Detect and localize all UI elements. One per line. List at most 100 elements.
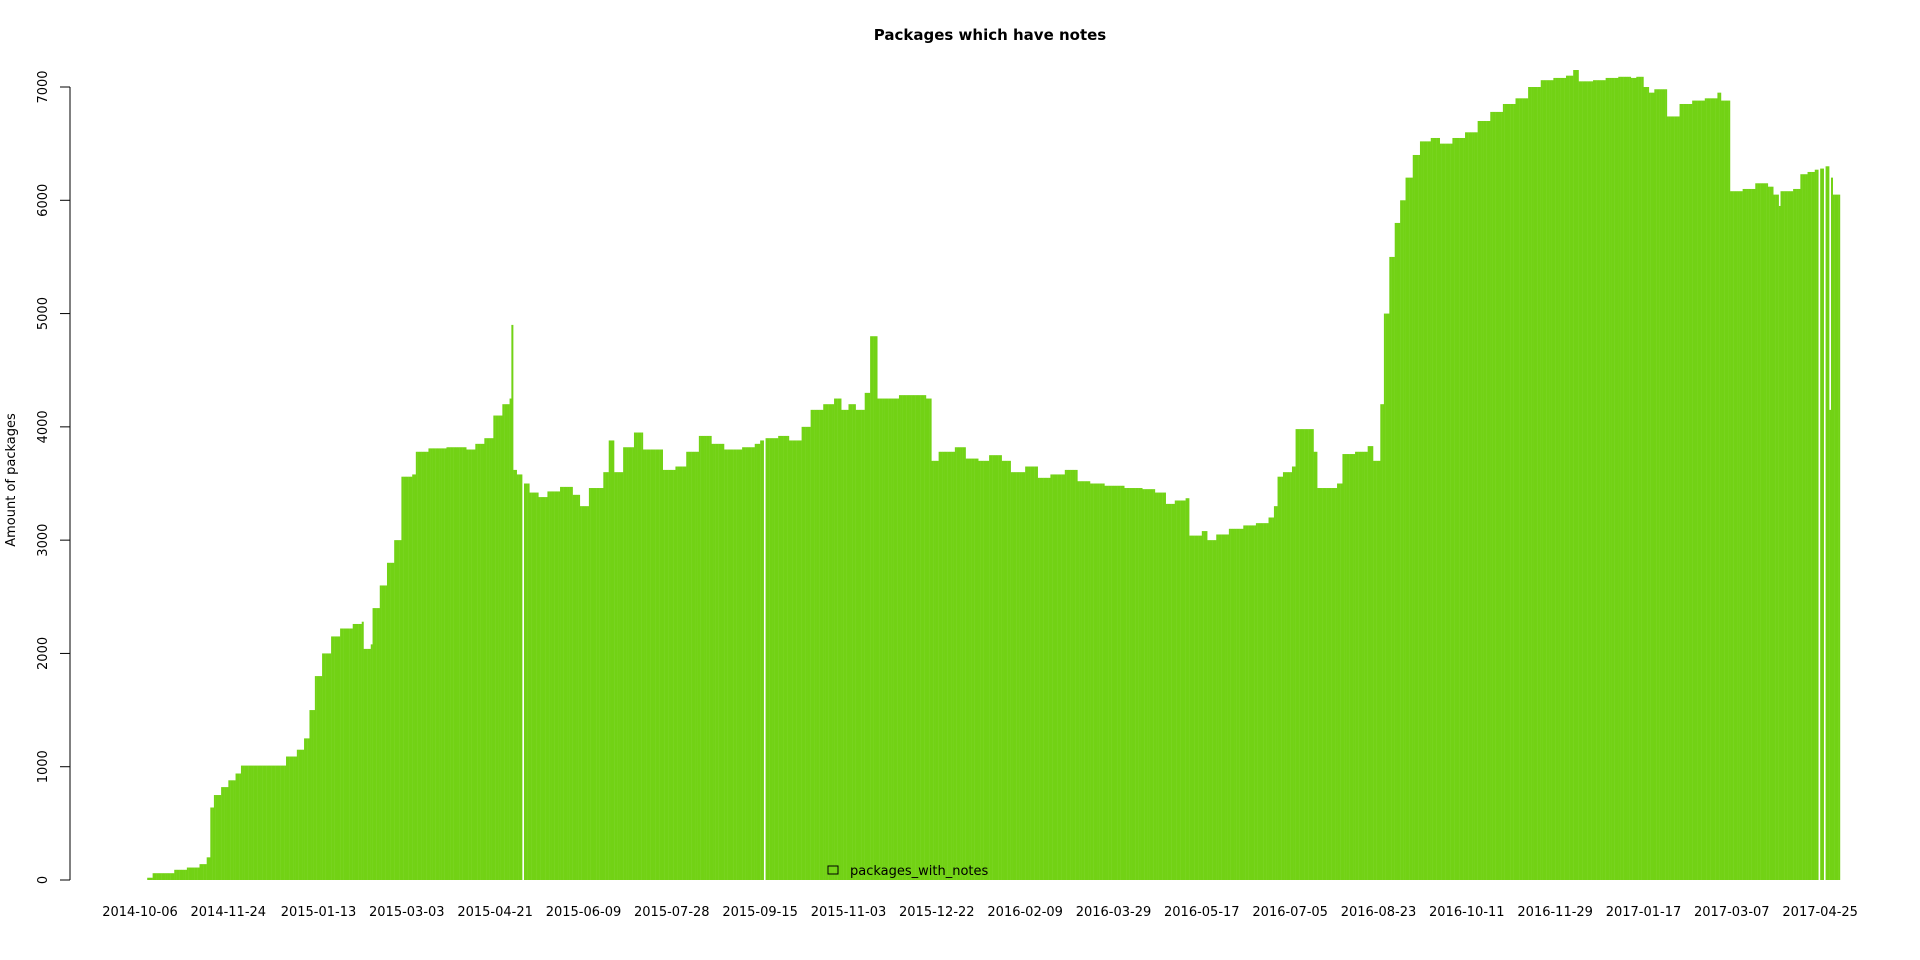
- bar: [626, 447, 629, 880]
- bar: [861, 409, 864, 880]
- bar: [563, 486, 566, 880]
- bar: [1055, 474, 1058, 880]
- bar: [1798, 188, 1801, 880]
- bar: [1443, 143, 1446, 880]
- x-tick-label: 2016-03-29: [1076, 905, 1152, 920]
- bar: [1389, 256, 1392, 880]
- bar: [217, 795, 220, 880]
- bar: [1093, 483, 1096, 880]
- bar: [884, 398, 887, 880]
- bar: [1632, 77, 1635, 880]
- bar: [1814, 169, 1817, 880]
- bar: [1019, 472, 1022, 880]
- bar: [747, 447, 750, 880]
- bar: [1264, 523, 1267, 880]
- bar: [1248, 525, 1251, 880]
- bar: [816, 409, 819, 880]
- bar: [170, 873, 173, 880]
- bar: [922, 395, 925, 880]
- bar: [349, 628, 352, 880]
- bar: [632, 447, 635, 880]
- bar: [579, 506, 582, 880]
- bar: [359, 623, 362, 880]
- bar: [226, 787, 229, 880]
- bar: [1693, 100, 1696, 881]
- bar: [1342, 454, 1345, 880]
- bar: [516, 474, 519, 880]
- bar: [1126, 488, 1129, 880]
- bar: [1675, 116, 1678, 880]
- bar: [1605, 77, 1608, 880]
- bar: [1185, 498, 1188, 880]
- bar: [487, 438, 490, 880]
- bar: [752, 447, 755, 880]
- bar: [327, 653, 330, 880]
- bar: [1528, 87, 1531, 880]
- bar: [1082, 481, 1085, 880]
- bar: [374, 608, 377, 880]
- bar: [727, 449, 730, 880]
- bar: [1421, 141, 1424, 880]
- bar: [599, 488, 602, 880]
- bar: [1387, 313, 1390, 880]
- x-tick-label: 2014-10-06: [102, 905, 178, 920]
- bar: [1088, 481, 1091, 880]
- bar: [428, 448, 431, 880]
- bar: [695, 451, 698, 880]
- bar: [1288, 472, 1291, 880]
- bar: [386, 562, 389, 880]
- bar: [610, 440, 613, 880]
- bar: [1364, 451, 1367, 880]
- bar: [419, 451, 422, 880]
- bar: [240, 765, 243, 880]
- bar: [1008, 460, 1011, 880]
- bar: [1309, 429, 1312, 880]
- bar: [1773, 194, 1776, 880]
- bar: [1596, 80, 1599, 880]
- bar: [228, 780, 231, 880]
- bar: [1120, 485, 1123, 880]
- bar: [1641, 76, 1644, 881]
- bar: [902, 395, 905, 880]
- bar: [305, 738, 308, 880]
- bar: [1578, 81, 1581, 881]
- bar: [1739, 191, 1742, 881]
- bar: [774, 438, 777, 880]
- bar: [1457, 137, 1460, 881]
- bar: [1730, 191, 1733, 881]
- bar: [650, 449, 653, 880]
- x-tick-label: 2017-01-17: [1606, 905, 1682, 920]
- bar: [572, 494, 575, 880]
- bar: [392, 562, 395, 880]
- bar: [920, 395, 923, 880]
- bar: [1502, 103, 1505, 881]
- bar: [662, 469, 665, 880]
- bar: [1306, 429, 1309, 880]
- bar: [1666, 116, 1669, 880]
- bar: [1562, 77, 1565, 880]
- bar: [1228, 528, 1231, 880]
- bar: [1674, 116, 1677, 880]
- bar: [533, 492, 535, 880]
- bar: [686, 451, 689, 880]
- bar: [441, 448, 444, 880]
- bar: [1627, 76, 1630, 881]
- bar: [776, 438, 779, 880]
- bar: [675, 466, 678, 880]
- bar: [385, 585, 388, 880]
- bar: [332, 636, 335, 880]
- bar: [493, 415, 496, 880]
- bar: [1778, 205, 1781, 880]
- bar: [201, 864, 204, 880]
- bar: [215, 795, 218, 880]
- bar: [1032, 466, 1035, 880]
- bar: [648, 449, 651, 880]
- bar: [772, 438, 775, 880]
- bar: [1133, 488, 1136, 880]
- bar: [1636, 76, 1639, 881]
- bar: [621, 472, 624, 880]
- bar: [1263, 523, 1266, 880]
- bar: [547, 491, 550, 880]
- bar: [1392, 256, 1395, 880]
- bar: [1744, 188, 1747, 880]
